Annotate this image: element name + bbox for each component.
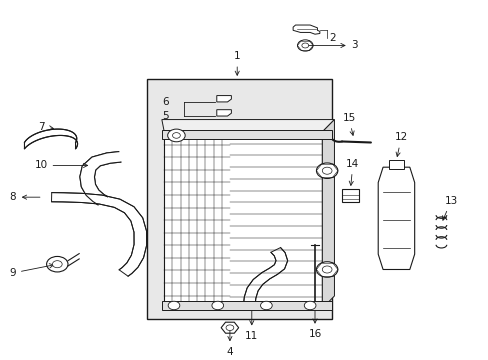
Polygon shape [221,322,238,333]
Polygon shape [162,120,334,132]
Polygon shape [80,152,121,205]
Text: 12: 12 [394,132,407,157]
Polygon shape [377,167,414,270]
Polygon shape [51,193,146,276]
Text: 3: 3 [307,40,357,50]
Polygon shape [216,110,231,116]
Circle shape [301,43,308,48]
Polygon shape [24,129,78,149]
Text: 16: 16 [308,305,321,339]
Bar [147,79,331,319]
Polygon shape [322,120,334,308]
Text: 13: 13 [442,196,457,220]
Circle shape [52,261,62,268]
Text: 4: 4 [226,330,233,357]
Text: 7: 7 [39,122,53,132]
Text: 5: 5 [162,111,169,121]
Circle shape [225,325,233,330]
Bar [388,160,403,169]
Circle shape [304,301,315,310]
Text: 9: 9 [9,264,54,278]
Text: 8: 8 [9,192,40,202]
Circle shape [322,167,331,174]
Polygon shape [216,95,231,102]
Circle shape [297,40,312,51]
Text: 10: 10 [34,161,87,170]
Circle shape [260,301,272,310]
Bar [162,130,331,139]
Circle shape [172,132,180,138]
Text: 14: 14 [346,159,359,185]
Circle shape [168,301,180,310]
Circle shape [167,129,185,142]
Polygon shape [164,132,322,308]
Circle shape [322,266,331,273]
Circle shape [211,301,223,310]
Text: 1: 1 [233,51,240,75]
Circle shape [316,262,337,277]
Circle shape [46,256,68,272]
Bar [162,301,331,310]
Text: 15: 15 [342,113,355,135]
Polygon shape [243,248,287,304]
Text: 2: 2 [329,33,336,44]
Bar [341,189,359,202]
Text: 11: 11 [244,307,258,341]
Circle shape [316,163,337,179]
Polygon shape [292,25,319,34]
Text: 6: 6 [162,97,169,107]
